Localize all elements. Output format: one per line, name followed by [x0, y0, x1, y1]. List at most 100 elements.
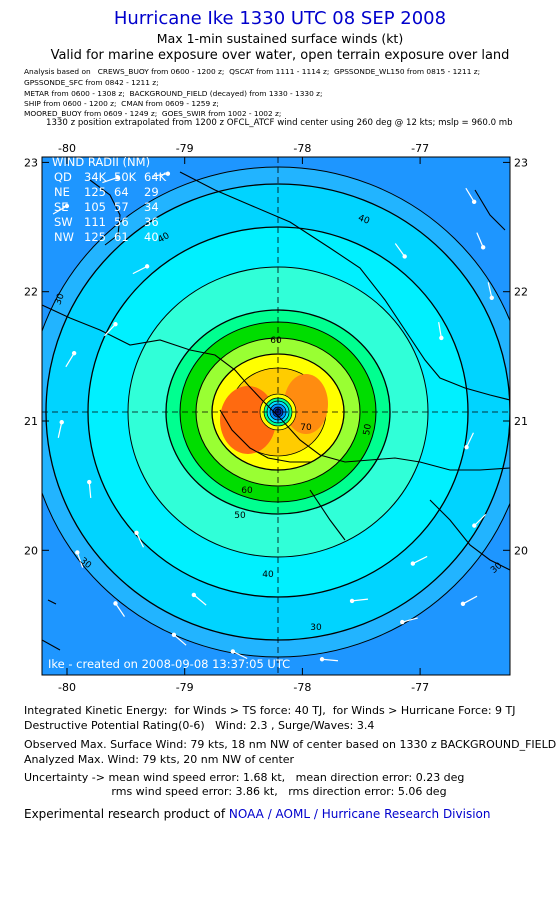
wind-arrow-head: [134, 530, 139, 535]
wind-arrow: [412, 555, 428, 565]
lat-label: 21: [514, 415, 528, 428]
analysis-line: Analysis based on CREWS_BUOY from 0600 -…: [24, 67, 481, 76]
lon-label: -79: [176, 681, 194, 694]
product-prefix: Experimental research product of: [24, 807, 229, 821]
wind-arrow-head: [400, 619, 405, 625]
lat-label: 23: [24, 156, 38, 169]
wind-arrow: [402, 617, 418, 623]
map-frame: [41, 156, 511, 676]
lon-label: -78: [293, 681, 311, 694]
wind-arrow: [52, 205, 68, 215]
radii-cell: 64K: [144, 170, 167, 184]
wind-arrow: [115, 603, 125, 617]
wind-arrow-head: [460, 601, 466, 607]
wind-arrow: [466, 432, 474, 448]
radii-cell: 29: [144, 185, 159, 199]
lat-label: 20: [24, 544, 38, 557]
contour-label: 40: [357, 213, 371, 226]
footer-line: Observed Max. Surface Wind: 79 kts, 18 n…: [24, 738, 557, 751]
wind-arrow: [462, 595, 478, 605]
wind-arrow: [394, 243, 406, 257]
wind-arrow-head: [319, 657, 325, 662]
wind-arrow: [438, 322, 442, 338]
wind-arrow-head: [171, 632, 177, 638]
wind-arrow: [487, 282, 493, 298]
product-link[interactable]: NOAA / AOML / Hurricane Research Divisio…: [228, 807, 491, 821]
radii-cell: 36: [144, 215, 159, 229]
radii-cell: 125: [84, 230, 106, 244]
contour-label: 50: [234, 511, 246, 521]
center-crosshair: [42, 157, 510, 675]
wind-arrow-head: [472, 523, 477, 528]
footer-line: Destructive Potential Rating(0-6) Wind: …: [24, 719, 375, 732]
wind-arrow-head: [113, 601, 118, 606]
position-note: 1330 z position extrapolated from 1200 z…: [46, 118, 513, 128]
credit: Ike - created on 2008-09-08 13:37:05 UTC: [48, 657, 290, 671]
wind-arrow: [102, 176, 118, 184]
wind-arrow-head: [191, 592, 197, 598]
radii-cell: 34K: [84, 170, 107, 184]
lat-label: 22: [24, 286, 38, 299]
radii-cell: QD: [54, 170, 72, 184]
radii-cell: NE: [54, 185, 70, 199]
wind-arrow: [65, 352, 75, 368]
wind-arrow-head: [349, 598, 355, 604]
lon-label: -78: [293, 142, 311, 155]
radii-cell: SW: [54, 215, 73, 229]
wind-arrow-head: [464, 445, 469, 450]
analysis-line: MOORED_BUOY from 0609 - 1249 z; GOES_SWI…: [24, 109, 282, 118]
contour-label: 30: [53, 292, 66, 306]
lon-label: -80: [58, 142, 76, 155]
footer-line: rms wind speed error: 3.86 kt, rms direc…: [24, 785, 447, 798]
coastlines: [42, 171, 510, 651]
lon-label: -79: [176, 142, 194, 155]
title: Hurricane Ike 1330 UTC 08 SEP 2008: [113, 8, 447, 29]
wind-arrow: [57, 422, 63, 438]
wind-arrow: [321, 658, 339, 662]
radii-cell: NW: [54, 230, 74, 244]
lon-label: -80: [58, 681, 76, 694]
wind-arrow-head: [75, 550, 80, 555]
contour-label: 30: [310, 623, 322, 633]
lat-label: 20: [514, 544, 528, 557]
wind-arrow-head: [480, 245, 486, 250]
contour-label: 60: [241, 486, 253, 496]
radii-cell: 34: [144, 200, 159, 214]
contour-label: 60: [270, 336, 282, 346]
wind-arrow: [465, 187, 475, 203]
radii-cell: 40: [144, 230, 159, 244]
footer-line: Uncertainty -> mean wind speed error: 1.…: [24, 771, 465, 784]
wind-arrow: [88, 481, 92, 499]
band: [284, 374, 328, 434]
wind-arrow: [193, 594, 207, 606]
wind-arrow: [76, 552, 84, 568]
contour-label: 70: [300, 423, 312, 433]
analysis-line: SHIP from 0600 - 1200 z; CMAN from 0609 …: [24, 99, 219, 108]
wind-arrow-head: [71, 350, 77, 356]
lon-label: -77: [411, 142, 429, 155]
lon-label: -77: [411, 681, 429, 694]
radii-cell: 125: [84, 185, 106, 199]
wind-arrow-head: [410, 561, 416, 566]
wind-arrow-head: [402, 254, 407, 259]
wind-arrow-head: [230, 649, 236, 654]
wind-arrows: [52, 171, 494, 662]
radii-cell: 57: [114, 200, 129, 214]
wind-arrow-head: [115, 175, 120, 180]
overlay: -80 -80 -79 -79 -78 -78 -77 -77 23 23 22 22 21 21 20 20…: [24, 142, 528, 694]
product-line: Experimental research product of NOAA / …: [24, 807, 490, 821]
lat-label: 21: [24, 415, 38, 428]
wind-arrow-head: [439, 335, 444, 341]
wind-arrow: [351, 598, 369, 602]
validity: Valid for marine exposure over water, op…: [50, 48, 510, 63]
analysis-line: GPSSONDE_SFC from 0842 - 1211 z;: [24, 78, 159, 87]
subtitle: Max 1-min sustained surface winds (kt): [156, 31, 404, 46]
wind-arrow: [104, 323, 116, 337]
contour-label: 40: [262, 570, 274, 580]
wind-arrow: [135, 532, 145, 548]
wind-arrow: [132, 265, 148, 275]
wind-arrow: [473, 513, 487, 527]
wind-arrow-head: [489, 295, 494, 301]
wind-arrow-head: [64, 203, 70, 209]
radii-cell: 61: [114, 230, 129, 244]
